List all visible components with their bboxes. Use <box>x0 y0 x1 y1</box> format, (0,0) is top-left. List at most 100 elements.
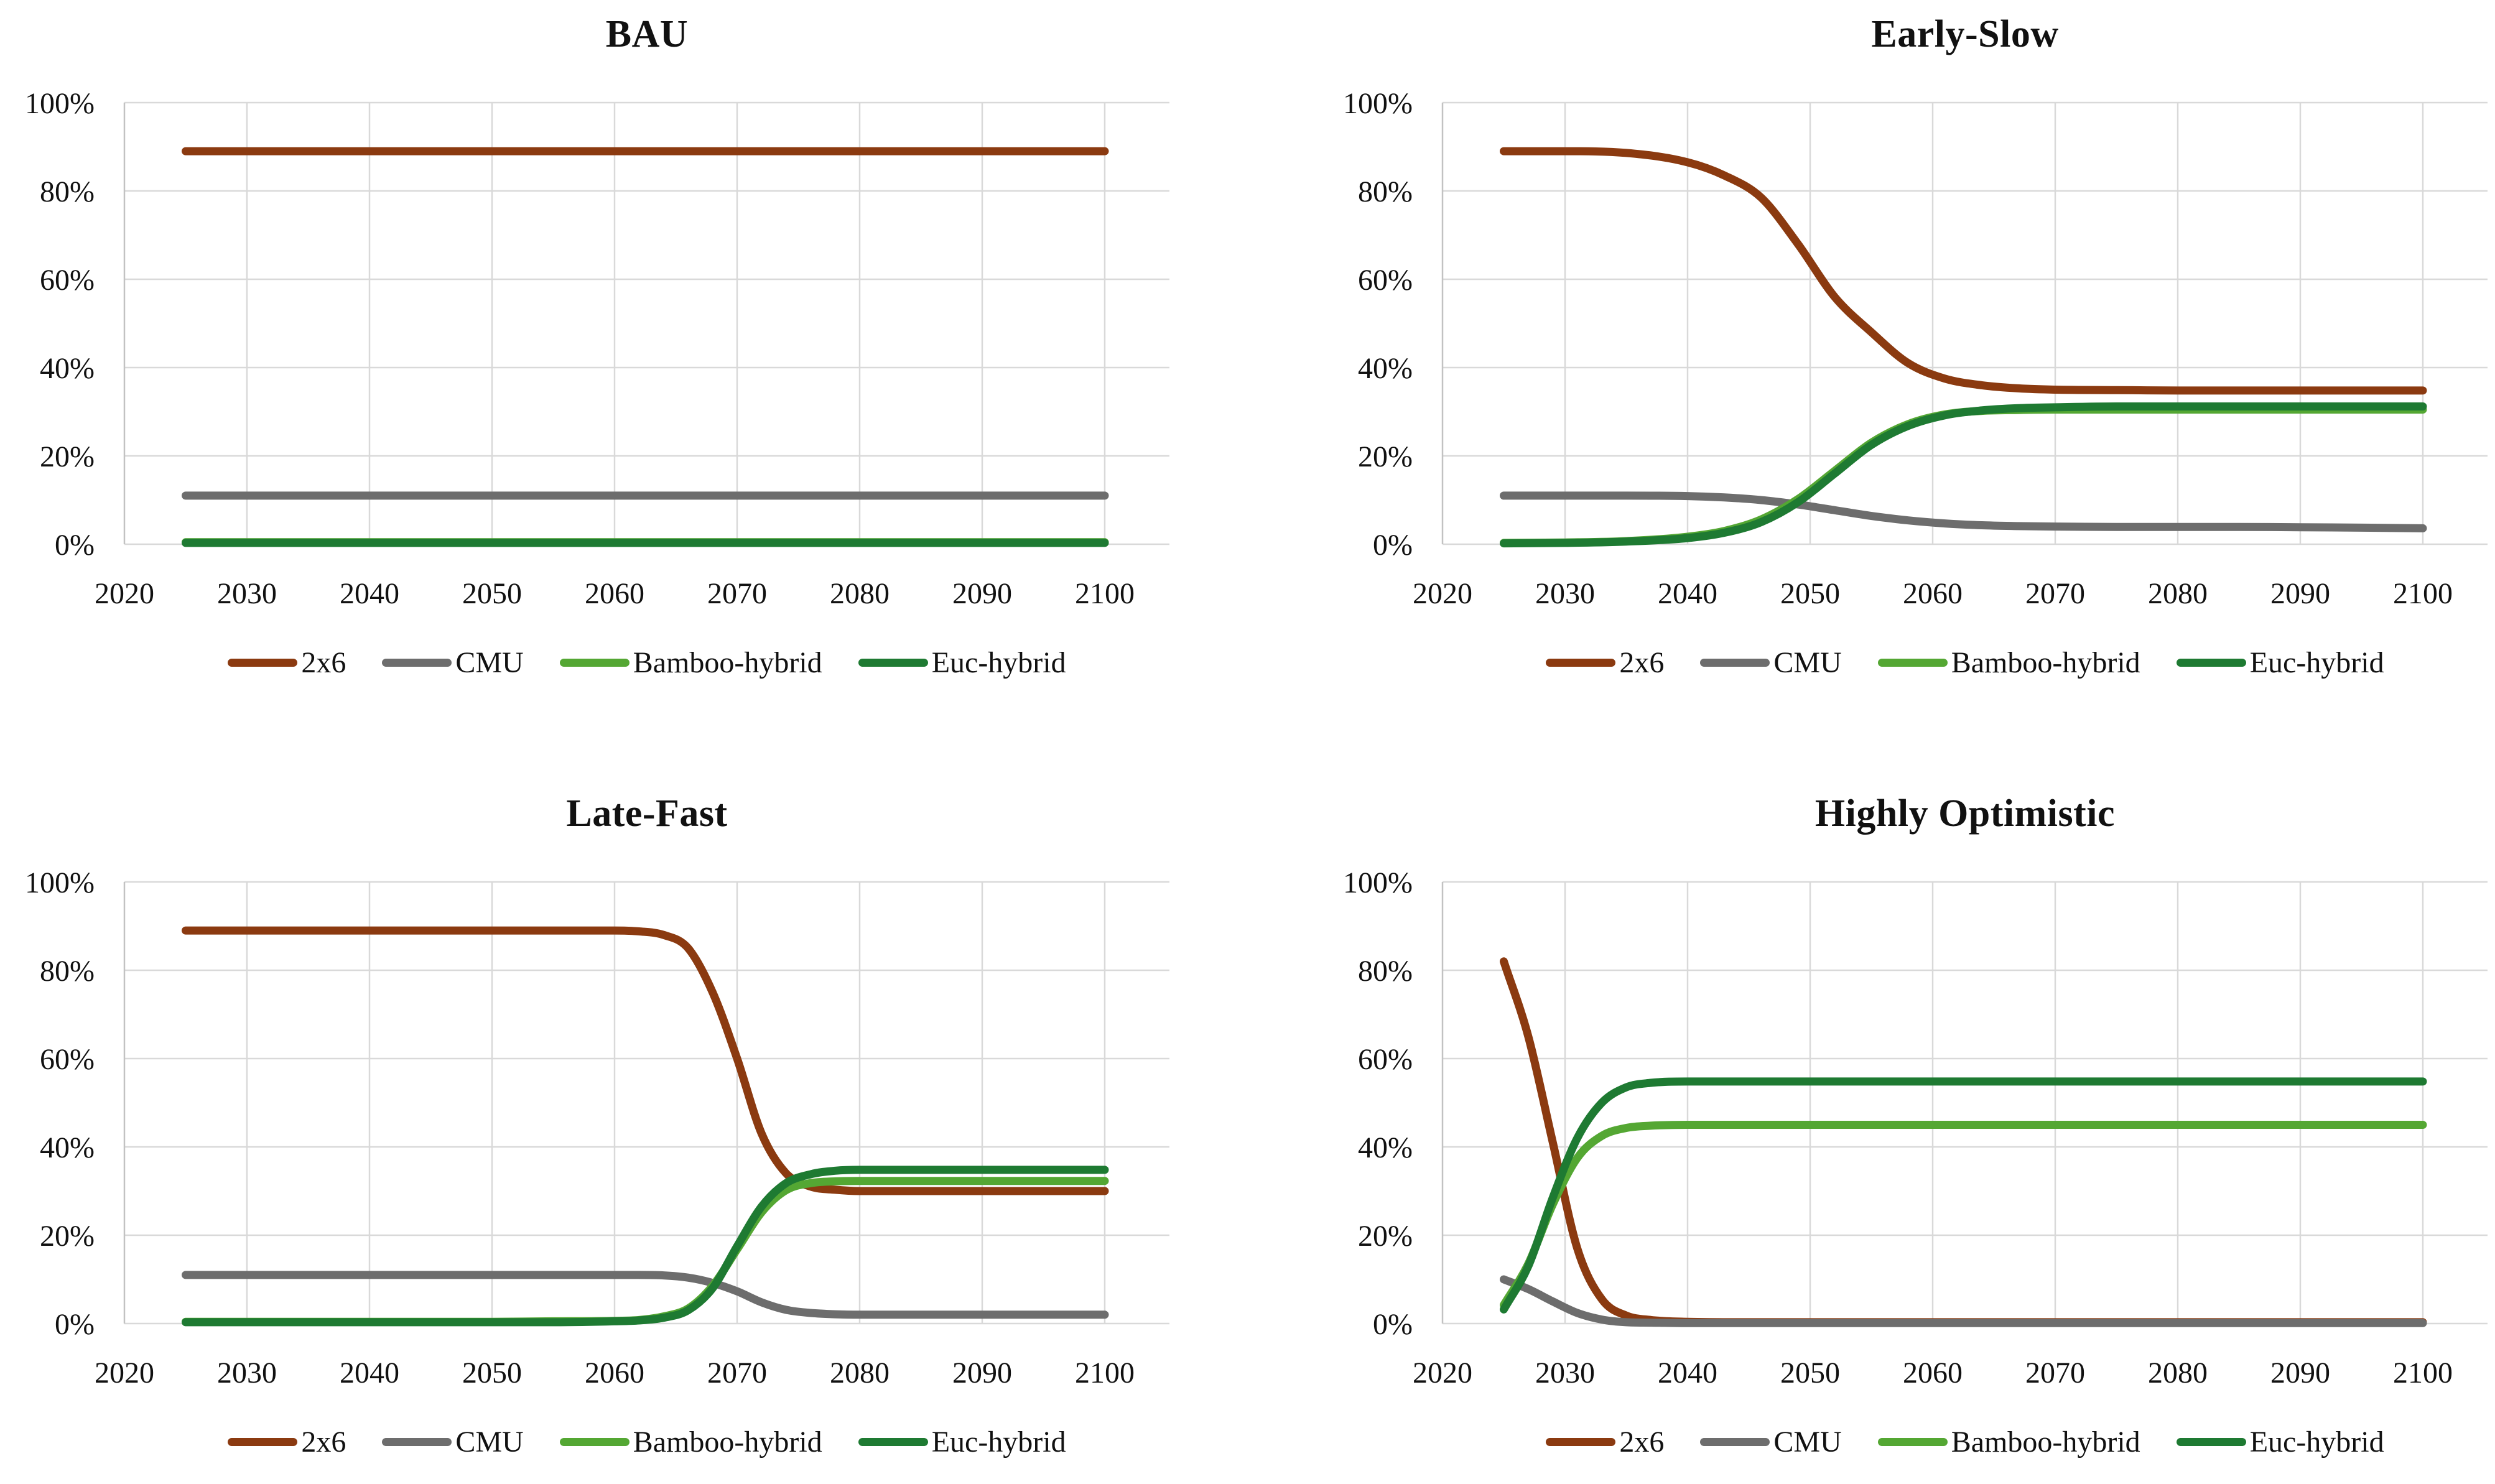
series-lines <box>1500 957 2427 1327</box>
legend-label: 2x6 <box>1619 646 1665 679</box>
x-tick-label: 2020 <box>95 1356 154 1389</box>
chart-title: Highly Optimistic <box>1814 792 2116 835</box>
x-tick-label: 2100 <box>2393 577 2453 610</box>
x-tick-label: 2070 <box>707 1356 767 1389</box>
legend: 2x6 CMU Bamboo-hybrid Euc-hybrid <box>124 646 1169 680</box>
legend-swatch-icon <box>228 1438 298 1446</box>
x-tick-label: 2080 <box>2148 1356 2208 1389</box>
y-tick-label: 0% <box>1373 529 1413 562</box>
legend-label: 2x6 <box>301 646 346 679</box>
x-tick-label: 2060 <box>585 1356 644 1389</box>
y-tick-label: 0% <box>55 1308 95 1341</box>
legend-item-Bamboo-hybrid: Bamboo-hybrid <box>559 646 822 680</box>
x-tick-label: 2070 <box>2025 1356 2085 1389</box>
x-tick-labels: 2020 2030 2040 2050 2060 2070 2080 2090 2100 <box>1413 1356 2453 1389</box>
y-tick-labels: 0% 20% 40% 60% 80% 100% <box>25 866 95 1341</box>
x-tick-label: 2030 <box>217 577 277 610</box>
gridlines <box>1443 101 2488 545</box>
legend-swatch-icon <box>228 659 298 667</box>
legend-item-CMU: CMU <box>1700 1425 1842 1459</box>
legend-swatch-icon <box>858 659 928 667</box>
x-tick-label: 2030 <box>1535 577 1595 610</box>
y-tick-label: 40% <box>40 1131 95 1164</box>
y-tick-labels: 0% 20% 40% 60% 80% 100% <box>25 87 95 562</box>
legend-item-Euc-hybrid: Euc-hybrid <box>858 646 1066 680</box>
x-tick-label: 2070 <box>2025 577 2085 610</box>
x-tick-label: 2090 <box>952 1356 1012 1389</box>
chart-title: Late-Fast <box>566 792 728 835</box>
plot-area: 0%20%40%60%80%100%2020 2030 2040 2050 2060 20… <box>1343 866 2488 1389</box>
x-tick-label: 2060 <box>1903 577 1963 610</box>
legend-item-2x6: 2x6 <box>228 646 346 680</box>
y-tick-label: 20% <box>1358 440 1413 473</box>
legend-label: CMU <box>1773 1426 1842 1458</box>
legend-swatch-icon <box>559 1438 630 1446</box>
x-tick-label: 2060 <box>585 577 644 610</box>
y-tick-label: 60% <box>1358 1043 1413 1076</box>
series-line-Bamboo-hybrid <box>182 1177 1109 1326</box>
series-line-CMU <box>1500 491 2427 532</box>
legend: 2x6 CMU Bamboo-hybrid Euc-hybrid <box>1443 1425 2488 1459</box>
x-tick-label: 2050 <box>1780 577 1840 610</box>
y-tick-label: 20% <box>40 1220 95 1253</box>
x-tick-label: 2020 <box>1413 1356 1472 1389</box>
series-lines <box>182 147 1109 547</box>
legend-label: Bamboo-hybrid <box>1951 646 2140 679</box>
legend-item-Bamboo-hybrid: Bamboo-hybrid <box>1877 1425 2140 1459</box>
legend-label: Bamboo-hybrid <box>633 1426 822 1458</box>
legend-item-2x6: 2x6 <box>1546 646 1664 680</box>
legend-label: CMU <box>455 1426 524 1458</box>
legend: 2x6 CMU Bamboo-hybrid Euc-hybrid <box>124 1425 1169 1459</box>
x-tick-labels: 2020 2030 2040 2050 2060 2070 2080 2090 2100 <box>95 577 1135 610</box>
x-tick-label: 2050 <box>462 577 522 610</box>
series-line-CMU <box>1500 1275 2427 1327</box>
legend-swatch-icon <box>1546 1438 1616 1446</box>
plot-area: 0%20%40%60%80%100%2020 2030 2040 2050 2060 20… <box>25 87 1169 610</box>
series-line-Euc-hybrid <box>182 1166 1109 1327</box>
x-tick-label: 2040 <box>1658 577 1717 610</box>
y-tick-label: 60% <box>1358 264 1413 297</box>
legend-item-Bamboo-hybrid: Bamboo-hybrid <box>559 1425 822 1459</box>
y-tick-labels: 0% 20% 40% 60% 80% 100% <box>1343 866 1413 1341</box>
y-tick-label: 80% <box>40 955 95 988</box>
legend-item-CMU: CMU <box>1700 646 1842 680</box>
legend-label: Euc-hybrid <box>931 646 1066 679</box>
legend-item-CMU: CMU <box>382 646 524 680</box>
y-tick-label: 100% <box>25 866 95 899</box>
y-tick-label: 40% <box>40 352 95 385</box>
x-tick-label: 2030 <box>1535 1356 1595 1389</box>
series-lines <box>182 926 1109 1327</box>
y-tick-label: 100% <box>1343 866 1413 899</box>
plot-area: 0%20%40%60%80%100%2020 2030 2040 2050 2060 20… <box>25 866 1169 1389</box>
legend-swatch-icon <box>1546 659 1616 667</box>
series-line-2x6 <box>1500 957 2427 1327</box>
legend-label: CMU <box>1773 646 1842 679</box>
series-line-Bamboo-hybrid <box>1500 1121 2427 1309</box>
legend-label: CMU <box>455 646 524 679</box>
x-tick-label: 2040 <box>340 577 399 610</box>
chart-title: Early-Slow <box>1871 13 2059 55</box>
legend-item-2x6: 2x6 <box>228 1425 346 1459</box>
y-tick-label: 0% <box>55 529 95 562</box>
x-tick-label: 2040 <box>1658 1356 1717 1389</box>
legend-swatch-icon <box>382 659 452 667</box>
gridlines <box>124 101 1169 545</box>
y-tick-label: 60% <box>40 264 95 297</box>
plot-area: 0%20%40%60%80%100%2020 2030 2040 2050 2060 20… <box>1343 87 2488 610</box>
legend-swatch-icon <box>382 1438 452 1446</box>
chart-early-slow: Early-Slow 0% 20% 40% 60% 80% 100% 2020 2030 204… <box>1248 0 2495 742</box>
x-tick-label: 2050 <box>1780 1356 1840 1389</box>
x-tick-label: 2040 <box>340 1356 399 1389</box>
x-tick-label: 2080 <box>830 577 890 610</box>
series-line-Euc-hybrid <box>1500 1077 2427 1314</box>
legend-swatch-icon <box>1700 1438 1770 1446</box>
y-tick-label: 100% <box>1343 87 1413 120</box>
legend-swatch-icon <box>559 659 630 667</box>
legend-swatch-icon <box>2176 659 2246 667</box>
legend-item-Bamboo-hybrid: Bamboo-hybrid <box>1877 646 2140 680</box>
x-tick-label: 2100 <box>2393 1356 2453 1389</box>
legend-item-Euc-hybrid: Euc-hybrid <box>2176 1425 2384 1459</box>
legend-swatch-icon <box>1700 659 1770 667</box>
y-tick-label: 40% <box>1358 352 1413 385</box>
